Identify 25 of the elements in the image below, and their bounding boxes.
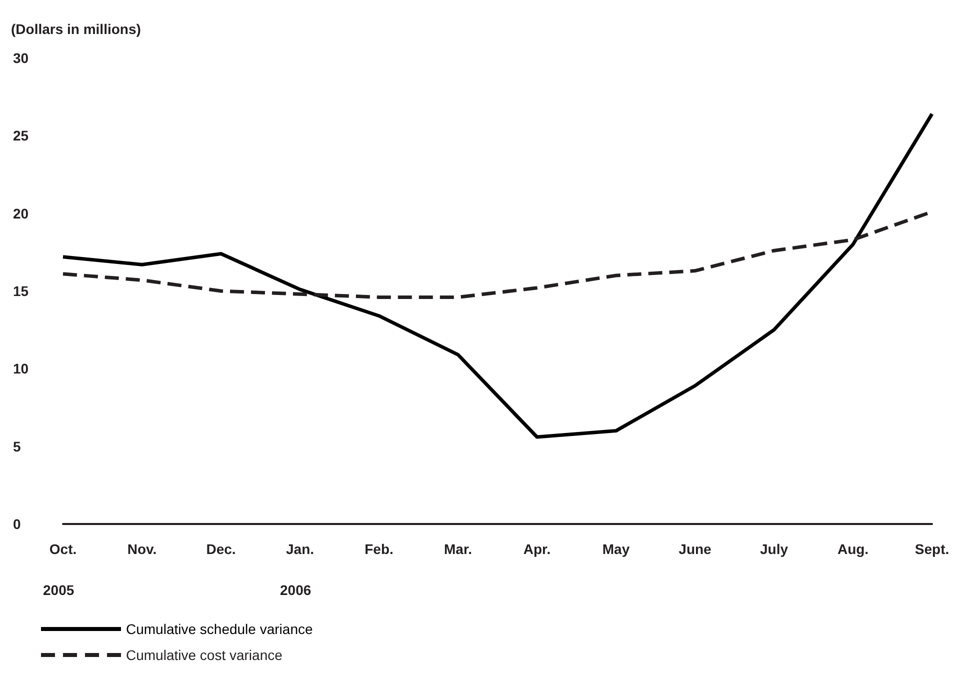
text: Cumulative schedule variance [126,621,313,637]
y-axis-title: (Dollars in millions) [11,21,141,37]
x-tick-label: Dec. [206,541,236,557]
x-tick-label: June [678,541,712,557]
x-tick-label: Mar. [444,541,472,557]
x-tick-label: Sept. [914,541,950,557]
x-tick-label: Jan. [286,541,314,557]
x-tick-label: July [760,541,788,557]
text: 2006 [280,582,312,598]
y-tick-label: 25 [13,128,29,144]
text: 2005 [43,582,74,598]
line-series [61,112,934,439]
x-tick-label: Oct. [49,541,77,557]
y-tick-label: 20 [13,205,29,222]
y-tick-label: 0 [13,516,21,532]
x-tick-label: Aug. [837,541,869,557]
legend-label: Cumulative cost variance [126,647,283,663]
x-tick-label: Feb. [364,541,394,557]
x-tick-label: May [602,541,630,557]
y-tick-label: 15 [13,283,29,299]
y-tick-label: 5 [13,438,21,454]
x-tick-label: Nov. [127,541,157,557]
y-tick-label: 30 [13,50,29,66]
y-tick-label: 10 [13,360,29,377]
x-tick-label: Apr. [523,541,551,557]
